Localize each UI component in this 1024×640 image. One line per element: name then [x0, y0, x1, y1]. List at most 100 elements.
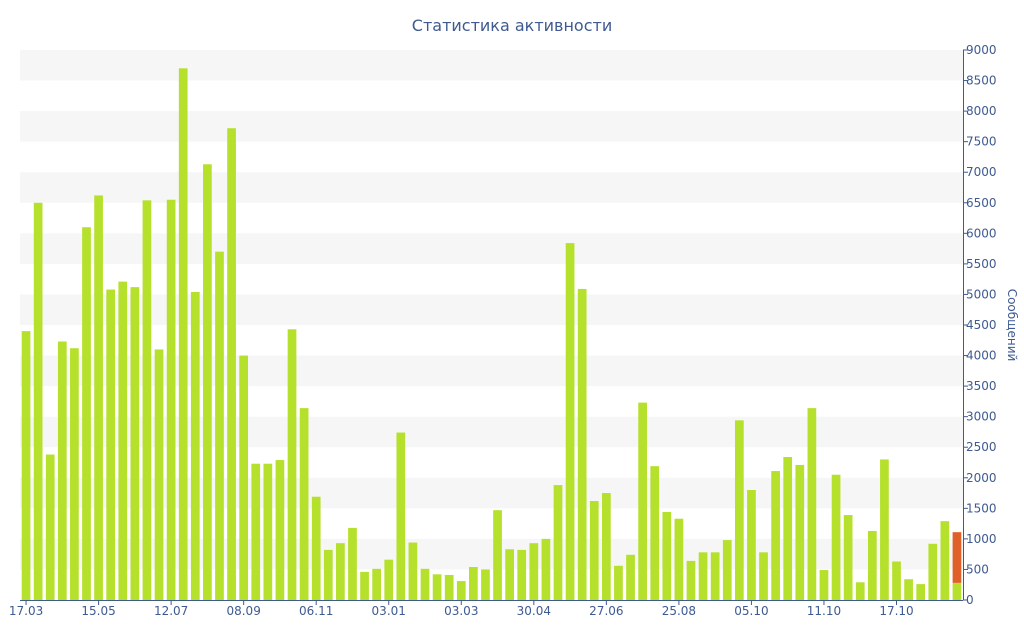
bar — [747, 490, 756, 600]
x-tick-label: 17.03 — [9, 604, 43, 618]
x-tick-label: 05.10 — [734, 604, 768, 618]
grid-band — [20, 111, 963, 142]
bar — [783, 457, 793, 600]
x-tick-label: 15.05 — [81, 604, 115, 618]
bar — [275, 460, 285, 600]
bar — [819, 570, 829, 600]
x-tick-label: 06.11 — [299, 604, 333, 618]
bar — [940, 521, 950, 600]
bar — [348, 527, 357, 600]
y-tick-label: 4500 — [966, 318, 997, 332]
bar — [831, 474, 841, 600]
grid-bands — [20, 50, 963, 570]
bar — [517, 549, 527, 600]
y-tick-labels: 0 500 1000 1500 2000 2500 3000 3500 4000 4500 5000… — [963, 43, 997, 607]
x-tick-label: 11.10 — [807, 604, 841, 618]
bar — [311, 496, 321, 600]
grid-band — [20, 172, 963, 203]
bar — [215, 251, 224, 600]
y-tick-label: 1000 — [966, 532, 997, 546]
bar — [795, 464, 805, 600]
bar — [239, 355, 249, 600]
grid-band — [20, 416, 963, 448]
bar — [880, 459, 889, 600]
grid-band — [20, 50, 963, 81]
y-tick-label: 8500 — [966, 74, 997, 88]
bar — [734, 420, 744, 600]
bar — [372, 568, 381, 600]
bar — [45, 454, 55, 600]
bar — [263, 463, 273, 600]
bar — [57, 341, 67, 600]
bar — [396, 432, 406, 600]
bar — [614, 565, 623, 600]
bar — [456, 581, 466, 600]
bar — [952, 582, 962, 600]
x-tick-label: 25.08 — [662, 604, 696, 618]
x-tick-label: 03.01 — [372, 604, 406, 618]
bar — [662, 512, 672, 600]
bar — [529, 543, 539, 600]
bar — [602, 493, 611, 600]
bar — [577, 288, 587, 600]
y-tick-label: 3000 — [966, 410, 997, 424]
bar — [203, 164, 212, 600]
bar — [638, 402, 647, 600]
y-tick-label: 5500 — [966, 257, 997, 271]
y-tick-label: 4000 — [966, 349, 997, 363]
bar — [892, 561, 901, 600]
bar — [843, 515, 853, 600]
y-tick-label: 6500 — [966, 196, 997, 210]
y-tick-label: 3500 — [966, 379, 997, 393]
x-tick-label: 27.06 — [589, 604, 623, 618]
bar — [722, 540, 732, 600]
bar — [384, 559, 394, 600]
bar — [166, 199, 176, 600]
y-tick-label: 1500 — [966, 501, 997, 515]
y-axis-label: Сообщений — [1005, 289, 1019, 362]
bar — [118, 281, 128, 600]
bar — [21, 331, 31, 600]
bar — [904, 579, 913, 600]
bar — [589, 501, 599, 600]
bar — [855, 582, 865, 600]
bar — [82, 227, 91, 600]
grid-band — [20, 355, 963, 387]
bar — [287, 329, 297, 600]
grid-band — [20, 294, 963, 325]
y-tick-label: 2500 — [966, 440, 997, 454]
bar — [360, 571, 369, 600]
x-tick-label: 17.10 — [879, 604, 913, 618]
bar — [493, 510, 502, 600]
bar — [227, 128, 236, 600]
grid-band — [20, 538, 963, 570]
bar — [94, 195, 103, 600]
x-tick-label: 30.04 — [517, 604, 551, 618]
bar — [178, 68, 188, 601]
chart-title: Статистика активности — [412, 16, 612, 35]
bar — [505, 549, 514, 600]
bar — [106, 289, 116, 600]
x-tick-label: 08.09 — [226, 604, 260, 618]
bar — [190, 292, 200, 600]
bar — [674, 518, 684, 600]
bar — [70, 348, 79, 600]
y-tick-label: 7500 — [966, 135, 997, 149]
bar — [408, 542, 418, 600]
bar — [710, 552, 720, 600]
y-tick-label: 8000 — [966, 104, 997, 118]
grid-band — [20, 477, 963, 509]
y-tick-label: 500 — [966, 562, 989, 576]
bar — [142, 200, 152, 601]
y-tick-label: 9000 — [966, 43, 997, 57]
bar — [420, 568, 430, 600]
x-tick-label: 03.03 — [444, 604, 478, 618]
x-tick-label: 12.07 — [154, 604, 188, 618]
bar — [130, 287, 140, 600]
bar — [541, 538, 551, 600]
y-tick-label: 6000 — [966, 226, 997, 240]
bar — [299, 408, 309, 600]
bar — [698, 552, 708, 600]
bar — [33, 202, 43, 600]
